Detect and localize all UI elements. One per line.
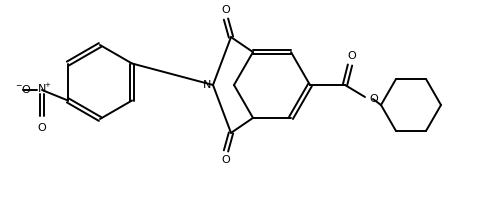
Text: O: O [221,5,230,15]
Text: +: + [44,82,50,88]
Text: O: O [369,94,378,104]
Text: N: N [203,80,211,90]
Text: O: O [348,51,356,61]
Text: $^{-}$O: $^{-}$O [15,83,32,95]
Text: O: O [221,155,230,165]
Text: O: O [38,123,46,133]
Text: N: N [38,84,46,94]
